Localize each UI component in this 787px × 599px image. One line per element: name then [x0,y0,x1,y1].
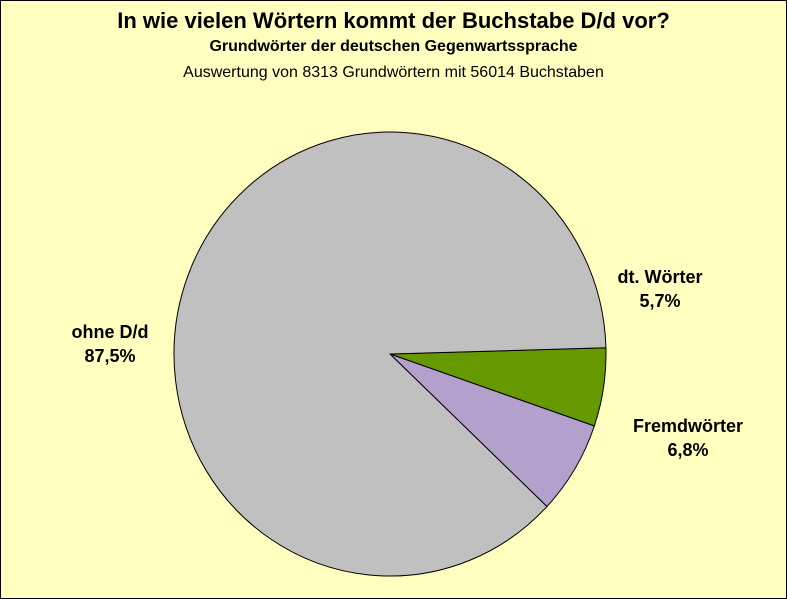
pie-slice [173,131,607,577]
slice-name: Fremdwörter [633,416,743,436]
slice-label: dt. Wörter 5,7% [618,267,703,311]
chart-title: In wie vielen Wörtern kommt der Buchstab… [117,8,670,33]
chart-subtitle: Grundwörter der deutschen Gegenwartsspra… [209,38,578,55]
slice-value: 5,7% [639,291,680,311]
slice-label: ohne D/d 87,5% [72,322,149,366]
slice-name: ohne D/d [72,322,149,342]
chart-note: Auswertung von 8313 Grundwörtern mit 560… [183,64,604,81]
slice-label: Fremdwörter 6,8% [633,416,743,460]
slice-value: 87,5% [84,346,135,366]
slice-name: dt. Wörter [618,267,703,287]
slice-value: 6,8% [667,440,708,460]
